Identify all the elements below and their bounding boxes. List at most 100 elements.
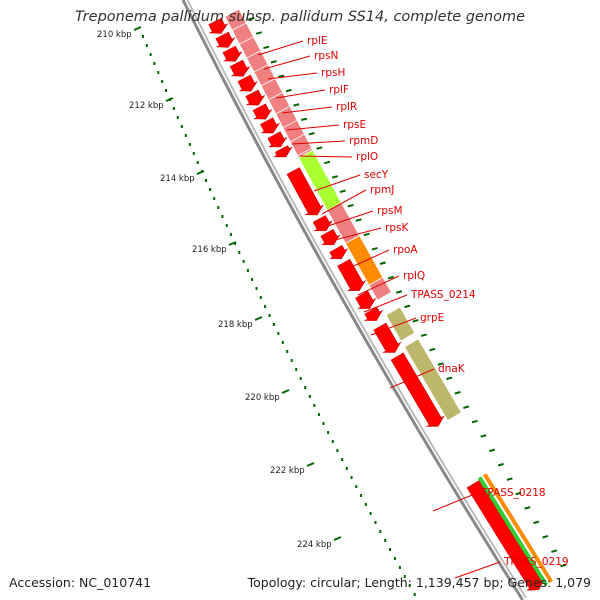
scale-dot bbox=[341, 458, 344, 461]
scale-dot bbox=[192, 152, 195, 155]
gene-label: dnaK bbox=[438, 363, 466, 375]
scale-dot bbox=[153, 62, 156, 65]
cds-arrow bbox=[267, 131, 287, 148]
scale-dot bbox=[364, 503, 367, 506]
scale-dot bbox=[369, 512, 372, 515]
cds-track bbox=[208, 17, 545, 591]
cds-arrow bbox=[260, 117, 281, 134]
scale-label: 218 kbp bbox=[218, 320, 253, 330]
leader-line bbox=[286, 124, 340, 131]
block-separator bbox=[231, 22, 247, 31]
outer-tick bbox=[560, 563, 567, 568]
gene-labels: rplE rpsN rpsH rplF rplR rpsE rpmD rplO secY rpmJ… bbox=[307, 35, 569, 568]
gene-label: rplE bbox=[307, 35, 328, 47]
scale-dot bbox=[242, 260, 245, 263]
outer-tick bbox=[347, 203, 354, 208]
leader-line bbox=[363, 294, 408, 313]
leader-line bbox=[357, 275, 400, 296]
outer-tick bbox=[429, 347, 436, 352]
gene-label: TPASS_0218 bbox=[480, 487, 546, 499]
cds-arrow bbox=[273, 145, 293, 158]
scale-dot bbox=[393, 557, 396, 560]
scale-dot bbox=[355, 485, 358, 488]
cds-arrow bbox=[252, 103, 273, 120]
gene-label: TPASS_0219 bbox=[503, 556, 569, 568]
outer-tick-marks bbox=[248, 16, 567, 568]
outer-tick bbox=[437, 362, 444, 366]
block-separator bbox=[267, 92, 283, 101]
cds-arrow bbox=[329, 244, 349, 260]
scale-dot bbox=[299, 377, 302, 380]
scale-dot bbox=[234, 242, 237, 245]
scale-dot bbox=[384, 539, 387, 542]
block-separator bbox=[260, 78, 276, 87]
outer-tick bbox=[471, 419, 478, 424]
outer-tick bbox=[308, 132, 315, 136]
gene-label: rpsE bbox=[343, 119, 366, 131]
scale-dot bbox=[308, 395, 311, 398]
outer-tick bbox=[300, 117, 308, 122]
scale-dot bbox=[379, 530, 382, 533]
scale-dot bbox=[165, 89, 167, 92]
leader-line bbox=[267, 72, 318, 80]
leader-line bbox=[257, 40, 304, 56]
scale-dot bbox=[157, 71, 160, 74]
leader-line bbox=[299, 155, 353, 158]
outer-tick bbox=[404, 304, 411, 309]
gene-label: rpmJ bbox=[370, 184, 394, 196]
scale-dot bbox=[264, 305, 267, 308]
scale-dot bbox=[272, 323, 275, 326]
gene-label: TPASS_0214 bbox=[410, 289, 476, 301]
scale-dot bbox=[209, 188, 212, 191]
cds-arrow bbox=[286, 167, 325, 216]
scale-tick bbox=[281, 389, 290, 394]
block-separator bbox=[297, 147, 312, 157]
scale-labels: 210 kbp 212 kbp 214 kbp 216 kbp 218 kbp 220 k… bbox=[97, 26, 342, 550]
cds-arrow bbox=[222, 45, 243, 62]
leader-line bbox=[389, 368, 435, 389]
genome-summary-text: Topology: circular; Length: 1,139,457 bp… bbox=[247, 575, 591, 590]
scale-dot bbox=[229, 233, 232, 236]
outer-tick bbox=[551, 549, 558, 553]
leader-line bbox=[263, 55, 311, 70]
scale-label: 210 kbp bbox=[97, 30, 132, 40]
function-block bbox=[368, 276, 392, 301]
function-track bbox=[224, 8, 553, 587]
outer-tick bbox=[379, 261, 386, 265]
scale-tick bbox=[228, 241, 237, 246]
outer-tick bbox=[524, 506, 531, 510]
outer-tick bbox=[446, 376, 453, 381]
outer-tick bbox=[324, 160, 331, 165]
map-title: Treponema pallidum subsp. pallidum SS14,… bbox=[74, 9, 526, 25]
outer-tick bbox=[533, 520, 540, 525]
scale-dot bbox=[408, 584, 411, 587]
scale-dot bbox=[251, 278, 254, 281]
scale-dot bbox=[225, 224, 228, 227]
scale-label: 224 kbp bbox=[297, 540, 332, 550]
block-separator bbox=[289, 133, 305, 143]
outer-tick bbox=[363, 232, 370, 237]
cds-arrow bbox=[229, 59, 251, 77]
outer-tick bbox=[387, 275, 394, 280]
gene-label: rpmD bbox=[349, 135, 378, 147]
outer-tick bbox=[263, 45, 270, 50]
outer-tick bbox=[463, 405, 470, 409]
scale-label: 216 kbp bbox=[192, 245, 227, 255]
scale-dot bbox=[322, 422, 325, 425]
outer-tick bbox=[293, 103, 300, 107]
leader-line bbox=[291, 140, 346, 145]
outer-tick bbox=[248, 16, 255, 21]
scale-dot bbox=[145, 44, 148, 47]
outer-tick bbox=[420, 333, 427, 337]
outer-tick bbox=[542, 534, 549, 539]
scale-dot bbox=[360, 494, 363, 497]
scale-dot bbox=[389, 548, 391, 551]
scale-dot bbox=[350, 476, 353, 479]
gene-label: rpsM bbox=[377, 205, 403, 217]
outer-tick bbox=[412, 319, 419, 323]
scale-dot bbox=[172, 107, 175, 110]
function-block bbox=[224, 8, 314, 159]
outer-tick bbox=[316, 146, 323, 150]
scale-dot bbox=[238, 251, 241, 254]
